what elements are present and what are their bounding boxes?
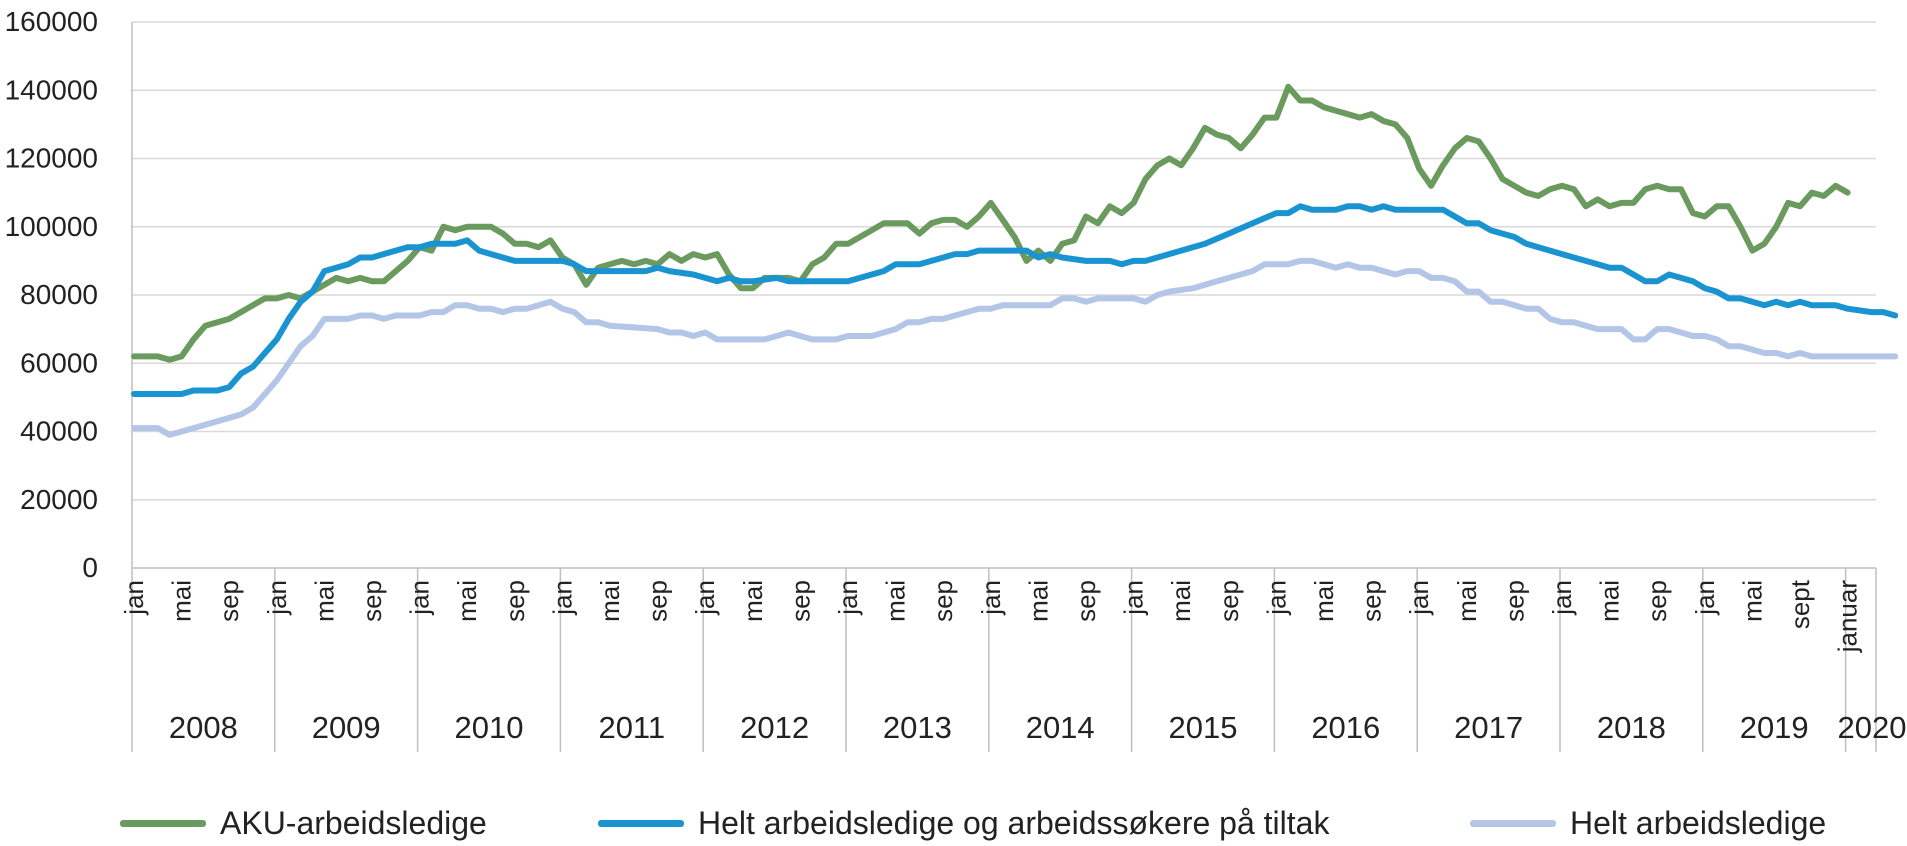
year-label: 2014 [1026,710,1095,745]
x-tick-label: mai [452,580,482,622]
y-axis: 0 20000 40000 60000 80000 100000 120000 140000 1… [5,6,133,583]
x-tick-label: jan [1261,580,1291,616]
legend-item-helt: Helt arbeidsledige [1470,800,1826,846]
year-label: 2018 [1597,710,1666,745]
x-tick-label: mai [1595,580,1625,622]
y-tick-label: 160000 [5,6,98,37]
x-tick-label: sep [357,580,387,622]
x-tick-label: mai [1737,580,1767,622]
x-tick-label: sep [643,580,673,622]
x-tick-label: januar [1833,580,1863,654]
year-label: 2019 [1740,710,1809,745]
x-tick-label: mai [1309,580,1339,622]
x-tick-label: sep [500,580,530,622]
y-tick-label: 0 [82,552,98,583]
year-label: 2015 [1169,710,1238,745]
x-tick-label: sep [214,580,244,622]
x-tick-label: jan [1547,580,1577,616]
x-tick-label: jan [547,580,577,616]
x-tick-label: jan [405,580,435,616]
series-line-aku-arbeidsledige [131,83,1851,363]
x-tick-label: sep [928,580,958,622]
x-tick-label: mai [1023,580,1053,622]
x-tick-label: jan [262,580,292,616]
x-tick-label: sept [1785,579,1815,629]
x-tick-label: jan [1404,580,1434,616]
y-tick-label: 100000 [5,211,98,242]
x-axis: 2008 2009 2010 2011 2012 2013 2014 2015 2016 2017… [119,568,1906,752]
series-line-helt-arbeidsledige [131,257,1899,438]
legend-swatch-aku [120,819,206,827]
year-label: 2020 [1838,710,1907,745]
year-label: 2016 [1311,710,1380,745]
year-label: 2012 [740,710,809,745]
y-tick-label: 20000 [20,484,98,515]
x-tick-label: sep [1499,580,1529,622]
x-tick-label: sep [1642,580,1672,622]
x-tick-label: mai [309,580,339,622]
x-tick-label: jan [119,580,149,616]
x-tick-label: jan [690,580,720,616]
x-tick-label: mai [1166,580,1196,622]
x-tick-label: sep [1071,580,1101,622]
year-label: 2009 [312,710,381,745]
x-tick-label: sep [1357,580,1387,622]
legend-swatch-helt-og-tiltak [598,819,684,827]
x-tick-label: mai [738,580,768,622]
x-tick-label: mai [881,580,911,622]
legend-label-helt: Helt arbeidsledige [1570,804,1827,841]
year-label: 2008 [169,710,238,745]
legend-label-helt-og-tiltak: Helt arbeidsledige og arbeidssøkere på t… [698,804,1330,841]
year-label: 2011 [598,710,665,745]
legend-swatch-helt [1470,819,1556,827]
x-tick-label: jan [1119,580,1149,616]
x-tick-label: jan [976,580,1006,616]
legend-item-aku: AKU-arbeidsledige [120,800,487,846]
x-tick-label: mai [167,580,197,622]
y-tick-label: 40000 [20,416,98,447]
year-label: 2017 [1454,710,1523,745]
x-tick-label: sep [1214,580,1244,622]
y-tick-label: 120000 [5,143,98,174]
x-tick-label: mai [595,580,625,622]
y-tick-label: 80000 [20,279,98,310]
series-lines [131,83,1899,438]
y-tick-label: 60000 [20,347,98,378]
x-tick-label: sep [785,580,815,622]
y-tick-label: 140000 [5,74,98,105]
x-tick-label: mai [1452,580,1482,622]
year-label: 2013 [883,710,952,745]
year-label: 2010 [455,710,524,745]
legend-item-helt-og-tiltak: Helt arbeidsledige og arbeidssøkere på t… [598,800,1329,846]
legend: AKU-arbeidsledige Helt arbeidsledige og … [0,800,1907,846]
legend-label-aku: AKU-arbeidsledige [220,804,487,841]
x-tick-label: jan [1690,580,1720,616]
gridlines [132,21,1876,569]
series-line-helt-arbeidsledige-og-tiltak [131,203,1899,397]
chart-plot: 0 20000 40000 60000 80000 100000 120000 140000 1… [5,6,1906,752]
x-tick-label: jan [833,580,863,616]
